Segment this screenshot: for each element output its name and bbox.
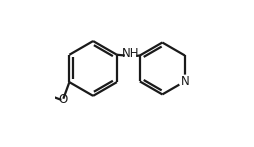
Text: O: O [59, 92, 68, 106]
Text: NH: NH [122, 47, 139, 60]
Text: N: N [180, 75, 189, 88]
